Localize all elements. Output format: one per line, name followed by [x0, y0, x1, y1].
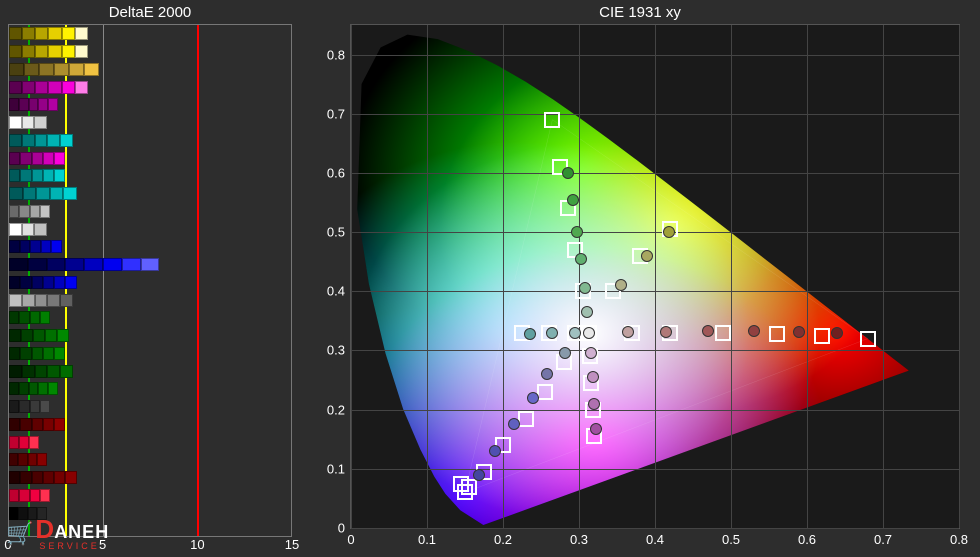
deltae-bar [9, 205, 50, 218]
logo-text: D ANEH SERVICE [35, 516, 109, 551]
deltae-x-tick: 15 [285, 537, 299, 552]
deltae-bar [9, 382, 58, 395]
cie-measured-point [562, 167, 574, 179]
deltae-bar [9, 169, 65, 182]
deltae-bar [9, 27, 88, 40]
cie-measured-point [583, 327, 595, 339]
cie-y-tick: 0.2 [327, 402, 345, 417]
deltae-bar [9, 152, 65, 165]
cie-y-tick: 0.1 [327, 461, 345, 476]
cie-measured-point [541, 368, 553, 380]
calibration-report: DeltaE 2000 051015 CIE 1931 xy 00.10.20.… [0, 0, 980, 557]
cie-measured-point [579, 282, 591, 294]
deltae-bar [9, 276, 77, 289]
logo-initial: D [35, 516, 54, 542]
cart-icon: 🛒 [6, 521, 33, 547]
cie-measured-point [581, 306, 593, 318]
cie-measured-point [575, 253, 587, 265]
cie-measured-point [622, 326, 634, 338]
cie-y-tick: 0.3 [327, 343, 345, 358]
cie-measured-point [524, 328, 536, 340]
cie-measured-point [641, 250, 653, 262]
cie-measured-point [571, 226, 583, 238]
deltae-bar [9, 98, 58, 111]
deltae-bar [9, 436, 39, 449]
cie-measured-point [702, 325, 714, 337]
cie-measured-point [793, 326, 805, 338]
cie-plot-area: 00.10.20.30.40.50.60.70.800.10.20.30.40.… [350, 24, 960, 529]
deltae-bar [9, 329, 69, 342]
cie-measured-point [615, 279, 627, 291]
cie-measured-point [489, 445, 501, 457]
cie-y-tick: 0.4 [327, 284, 345, 299]
deltae-bar [9, 63, 99, 76]
cie-y-tick: 0.8 [327, 47, 345, 62]
deltae-bar [9, 418, 65, 431]
cie-target-point [860, 331, 876, 347]
deltae-bar [9, 258, 159, 271]
deltae-chart-area [8, 24, 292, 537]
cie-y-tick: 0 [338, 521, 345, 536]
cie-x-tick: 0.2 [494, 532, 512, 547]
logo-slogan: SERVICE [39, 542, 109, 551]
deltae-bar [9, 311, 50, 324]
cie-x-tick: 0.7 [874, 532, 892, 547]
cie-measured-point [567, 194, 579, 206]
cie-y-tick: 0.6 [327, 165, 345, 180]
deltae-bar [9, 134, 73, 147]
deltae-bar [9, 400, 50, 413]
deltae-bar [9, 45, 88, 58]
cie-measured-point [663, 226, 675, 238]
cie-measured-point [588, 398, 600, 410]
cie-x-tick: 0.6 [798, 532, 816, 547]
cie-measured-point [585, 347, 597, 359]
cie-measured-point [546, 327, 558, 339]
cie-x-tick: 0.5 [722, 532, 740, 547]
deltae-bar [9, 294, 73, 307]
deltae-bar [9, 365, 73, 378]
cie-target-point [715, 325, 731, 341]
cie-measured-point [831, 327, 843, 339]
cie-measured-point [527, 392, 539, 404]
cie-measured-point [508, 418, 520, 430]
cie-x-tick: 0.8 [950, 532, 968, 547]
cie-y-tick: 0.7 [327, 106, 345, 121]
cie-panel: CIE 1931 xy 00.10.20.30.40.50.60.70.800.… [300, 0, 980, 557]
deltae-bar [9, 223, 47, 236]
cie-title: CIE 1931 xy [300, 4, 980, 21]
cie-x-tick: 0.3 [570, 532, 588, 547]
deltae-bar [9, 187, 77, 200]
deltae-bar [9, 489, 50, 502]
cie-target-point [544, 112, 560, 128]
cie-x-tick: 0 [347, 532, 354, 547]
deltae-title: DeltaE 2000 [0, 4, 300, 21]
deltae-bar [9, 116, 47, 129]
cie-measured-point [590, 423, 602, 435]
deltae-bar [9, 81, 88, 94]
cie-target-point [769, 326, 785, 342]
brand-logo: 🛒 D ANEH SERVICE [6, 516, 109, 551]
cie-measured-point [748, 325, 760, 337]
cie-target-point [814, 328, 830, 344]
deltae-bar [9, 453, 47, 466]
cie-x-tick: 0.4 [646, 532, 664, 547]
cie-x-tick: 0.1 [418, 532, 436, 547]
cie-measured-point [569, 327, 581, 339]
cie-measured-point [473, 469, 485, 481]
deltae-bar [9, 347, 65, 360]
cie-measured-point [587, 371, 599, 383]
cie-measured-point [559, 347, 571, 359]
cie-y-tick: 0.5 [327, 225, 345, 240]
cie-measured-point [660, 326, 672, 338]
deltae-x-tick: 10 [190, 537, 204, 552]
deltae-panel: DeltaE 2000 051015 [0, 0, 300, 557]
logo-name: ANEH [54, 523, 109, 541]
cie-target-point [461, 479, 477, 495]
deltae-bar [9, 240, 62, 253]
deltae-bar [9, 471, 77, 484]
